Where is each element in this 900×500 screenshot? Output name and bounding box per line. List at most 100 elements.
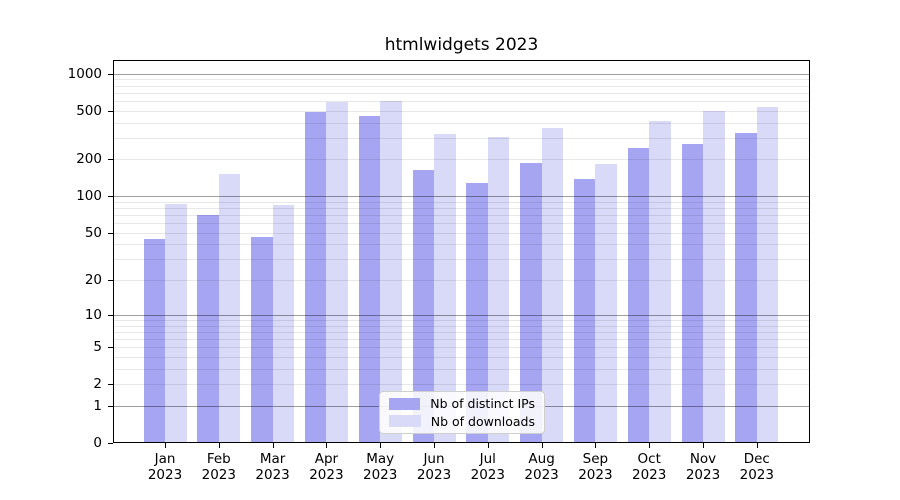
legend-swatch-downloads: [389, 415, 421, 428]
y-tick-label-10: 10: [84, 306, 102, 323]
x-tick-label-Sep: Sep 2023: [564, 451, 626, 483]
y-tick-mark-500: [108, 110, 113, 112]
legend-item-distinct-ips: Nb of distinct IPs: [389, 396, 535, 411]
x-tick-mark-Mar: [272, 443, 274, 448]
bar-ips-Sep: [573, 179, 596, 443]
x-label-year: 2023: [255, 467, 290, 483]
y-tick-mark-100: [108, 196, 113, 198]
bar-downloads-Nov: [703, 110, 725, 443]
bar-ips-Apr: [304, 111, 327, 443]
x-label-year: 2023: [578, 467, 613, 483]
y-tick-label-5: 5: [93, 339, 102, 356]
x-tick-label-May: May 2023: [349, 451, 411, 483]
gridline-700: [114, 92, 809, 94]
x-label-month: Mar: [259, 451, 286, 467]
y-tick-mark-50: [108, 232, 113, 234]
x-tick-label-Jun: Jun 2023: [403, 451, 465, 483]
y-tick-mark-5: [108, 347, 113, 349]
y-tick-mark-200: [108, 159, 113, 161]
bar-downloads-Dec: [756, 107, 779, 443]
x-tick-label-Oct: Oct 2023: [618, 451, 680, 483]
gridline-800: [114, 85, 809, 87]
x-label-month: May: [366, 451, 395, 467]
bar-downloads-Feb: [218, 174, 241, 443]
x-label-month: Aug: [528, 451, 555, 467]
bar-downloads-Jun: [434, 133, 456, 443]
x-label-month: Jan: [154, 451, 176, 467]
legend-item-downloads: Nb of downloads: [389, 414, 535, 429]
y-tick-label-1000: 1000: [67, 65, 102, 82]
y-tick-mark-10: [108, 314, 113, 316]
y-tick-label-200: 200: [76, 151, 102, 168]
bar-ips-Feb: [197, 215, 219, 443]
x-label-month: Nov: [689, 451, 717, 467]
bar-ips-Aug: [520, 163, 542, 443]
bar-ips-Dec: [735, 132, 757, 443]
x-label-year: 2023: [309, 467, 344, 483]
x-label-month: Apr: [314, 451, 339, 467]
x-tick-mark-Sep: [595, 443, 597, 448]
x-tick-mark-Nov: [703, 443, 704, 448]
legend-swatch-distinct-ips: [389, 397, 421, 410]
x-tick-label-Apr: Apr 2023: [295, 451, 357, 483]
y-tick-label-50: 50: [84, 224, 102, 241]
bar-ips-Nov: [681, 143, 703, 443]
y-tick-label-2: 2: [93, 376, 102, 393]
bar-downloads-May: [380, 101, 402, 443]
x-tick-label-Jan: Jan 2023: [134, 451, 196, 483]
x-tick-mark-Jul: [487, 443, 489, 448]
y-tick-mark-2: [108, 384, 113, 386]
x-tick-mark-Jun: [434, 443, 435, 448]
x-tick-mark-May: [380, 443, 382, 448]
x-label-month: Sep: [582, 451, 609, 467]
x-tick-mark-Aug: [541, 443, 543, 448]
y-tick-label-100: 100: [76, 188, 102, 205]
x-label-year: 2023: [470, 467, 505, 483]
x-label-year: 2023: [739, 467, 774, 483]
x-label-month: Feb: [206, 451, 231, 467]
bar-downloads-Oct: [649, 121, 671, 443]
bar-downloads-Jan: [165, 204, 187, 443]
y-tick-mark-1: [108, 405, 113, 407]
x-label-year: 2023: [685, 467, 721, 483]
x-tick-label-Dec: Dec 2023: [726, 451, 788, 483]
bar-ips-Mar: [251, 237, 273, 443]
x-tick-label-Nov: Nov 2023: [672, 451, 734, 483]
x-label-month: Jul: [479, 451, 496, 467]
x-label-year: 2023: [201, 467, 236, 483]
x-label-year: 2023: [416, 467, 452, 483]
bar-downloads-Mar: [272, 205, 295, 443]
x-label-year: 2023: [524, 467, 559, 483]
bar-downloads-Sep: [595, 163, 617, 443]
legend-label-distinct-ips: Nb of distinct IPs: [430, 396, 535, 412]
x-label-month: Dec: [743, 451, 770, 467]
x-tick-mark-Oct: [649, 443, 651, 448]
y-tick-label-20: 20: [84, 272, 102, 289]
bar-ips-Jan: [143, 239, 165, 443]
x-tick-mark-Jan: [165, 443, 166, 448]
chart-title: htmlwidgets 2023: [384, 35, 539, 55]
x-label-month: Jun: [423, 451, 445, 467]
x-tick-label-Jul: Jul 2023: [457, 451, 519, 483]
x-tick-label-Feb: Feb 2023: [188, 451, 250, 483]
x-tick-mark-Feb: [218, 443, 220, 448]
x-tick-label-Aug: Aug 2023: [511, 451, 573, 483]
bar-ips-Oct: [627, 148, 650, 443]
x-tick-mark-Dec: [756, 443, 758, 448]
y-tick-label-0: 0: [93, 435, 102, 451]
bar-ips-Jun: [412, 169, 434, 443]
bar-downloads-Apr: [326, 101, 348, 443]
x-label-year: 2023: [147, 467, 183, 483]
y-tick-label-1: 1: [93, 397, 102, 414]
bar-ips-Jul: [466, 183, 488, 443]
bar-downloads-Jul: [487, 136, 510, 443]
x-label-year: 2023: [632, 467, 667, 483]
y-tick-mark-20: [108, 280, 113, 282]
gridline-600: [114, 100, 809, 102]
gridline-900: [114, 79, 809, 81]
x-label-month: Oct: [637, 451, 661, 467]
y-tick-mark-1000: [108, 73, 113, 75]
bar-downloads-Aug: [541, 128, 564, 443]
x-tick-label-Mar: Mar 2023: [242, 451, 304, 483]
